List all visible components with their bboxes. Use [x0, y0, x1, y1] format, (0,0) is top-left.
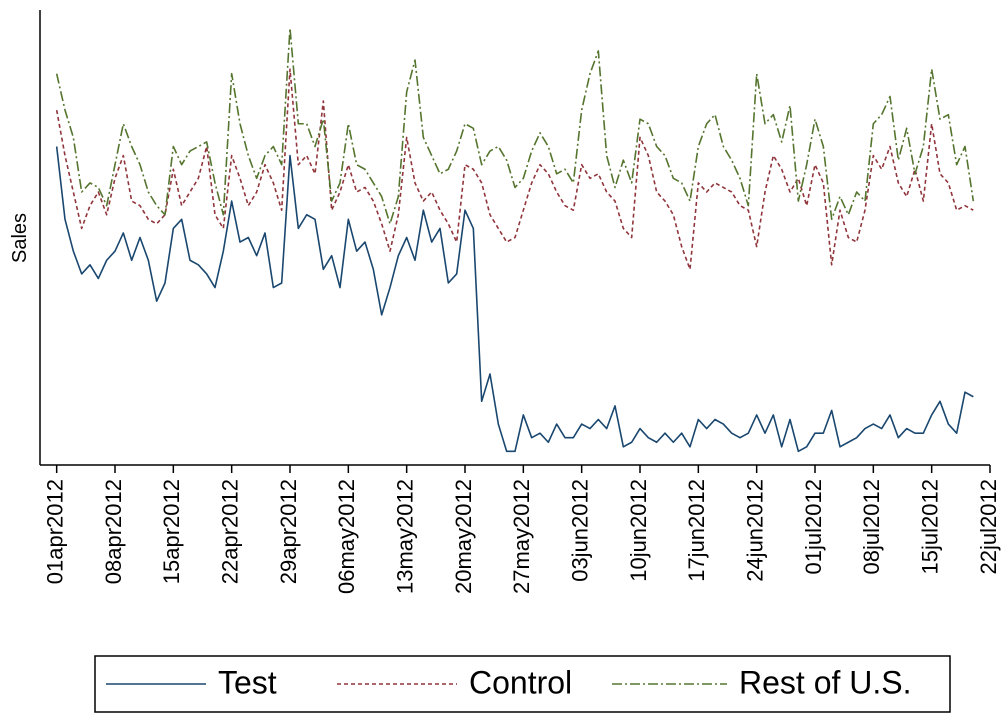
legend-label: Test [218, 664, 277, 700]
x-tick-label: 17jun2012 [684, 479, 709, 582]
series-line [55, 27, 975, 225]
x-tick-label: 29apr2012 [276, 479, 301, 584]
x-tick-label: 22apr2012 [217, 479, 242, 584]
x-tick-label: 01apr2012 [42, 479, 67, 584]
x-tick-label: 15jul2012 [917, 479, 942, 574]
legend-box [94, 655, 951, 713]
x-tick-label: 03jun2012 [567, 479, 592, 582]
x-tick-label: 13may2012 [392, 479, 417, 594]
legend-label: Rest of U.S. [739, 664, 912, 700]
x-tick-label: 22jul2012 [976, 479, 1001, 574]
x-tick-label: 01jul2012 [801, 479, 826, 574]
x-tick-label: 10jun2012 [626, 479, 651, 582]
x-tick-label: 08apr2012 [101, 479, 126, 584]
series-line [55, 68, 974, 271]
x-tick-label: 20may2012 [451, 479, 476, 594]
x-tick-label: 27may2012 [509, 479, 534, 594]
y-axis-label: Sales [9, 213, 31, 263]
x-tick-label: 06may2012 [334, 479, 359, 594]
legend-label: Control [469, 664, 572, 700]
x-tick-label: 08jul2012 [859, 479, 884, 574]
x-tick-label: 15apr2012 [159, 479, 184, 584]
x-tick-label: 24jun2012 [742, 479, 767, 582]
series-line [55, 146, 974, 453]
